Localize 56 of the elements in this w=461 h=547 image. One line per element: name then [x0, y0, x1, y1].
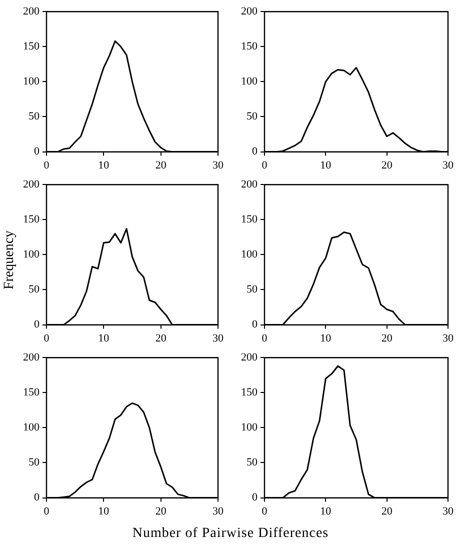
x-tick-label: 0 — [44, 159, 50, 172]
y-tick-label: 150 — [23, 214, 40, 226]
y-tick-label: 100 — [23, 422, 40, 434]
y-tick-label: 50 — [28, 110, 40, 123]
y-tick-label: 200 — [241, 351, 258, 364]
x-tick-label: 10 — [320, 332, 332, 344]
y-tick-label: 150 — [241, 214, 258, 226]
x-tick-label: 20 — [381, 505, 393, 518]
y-tick-label: 50 — [246, 110, 258, 123]
x-tick-label: 20 — [155, 332, 167, 344]
y-tick-label: 50 — [28, 456, 40, 469]
y-tick-label: 100 — [23, 248, 40, 261]
x-tick-label: 0 — [262, 159, 268, 172]
x-tick-label: 10 — [320, 505, 332, 518]
y-tick-label: 50 — [28, 284, 40, 296]
y-tick-label: 200 — [241, 178, 258, 190]
x-tick-label: 20 — [155, 159, 167, 172]
x-tick-label: 30 — [442, 159, 454, 172]
y-tick-label: 100 — [241, 248, 258, 261]
x-tick-label: 0 — [262, 332, 268, 344]
y-tick-label: 200 — [23, 178, 40, 190]
y-tick-label: 200 — [241, 5, 258, 18]
x-tick-label: 30 — [212, 505, 224, 518]
y-tick-label: 150 — [241, 40, 258, 53]
y-tick-label: 0 — [34, 492, 40, 504]
x-tick-label: 10 — [320, 159, 332, 172]
x-tick-label: 0 — [44, 505, 50, 518]
y-tick-label: 200 — [23, 351, 40, 364]
y-tick-label: 150 — [23, 40, 40, 53]
x-tick-label: 30 — [442, 332, 454, 344]
y-tick-label: 100 — [241, 76, 258, 88]
y-tick-label: 100 — [23, 76, 40, 88]
x-tick-label: 10 — [98, 159, 110, 172]
y-tick-label: 200 — [23, 5, 40, 18]
x-tick-label: 20 — [155, 505, 167, 518]
x-tick-label: 10 — [98, 332, 110, 344]
x-tick-label: 0 — [44, 332, 50, 344]
y-tick-label: 150 — [23, 386, 40, 399]
y-tick-label: 0 — [252, 146, 258, 158]
y-axis-title: Frequency — [2, 229, 18, 292]
y-tick-label: 100 — [241, 422, 258, 434]
y-tick-label: 0 — [34, 318, 40, 331]
x-tick-label: 20 — [381, 332, 393, 344]
x-tick-label: 10 — [98, 505, 110, 518]
y-tick-label: 0 — [252, 318, 258, 331]
x-tick-label: 30 — [442, 505, 454, 518]
x-tick-label: 20 — [381, 159, 393, 172]
x-tick-label: 30 — [212, 332, 224, 344]
y-tick-label: 0 — [252, 492, 258, 504]
y-tick-label: 150 — [241, 386, 258, 399]
x-tick-label: 30 — [212, 159, 224, 172]
x-tick-label: 0 — [262, 505, 268, 518]
y-tick-label: 50 — [246, 456, 258, 469]
x-axis-title: Number of Pairwise Differences — [131, 526, 330, 542]
y-tick-label: 50 — [246, 284, 258, 296]
y-tick-label: 0 — [34, 146, 40, 158]
